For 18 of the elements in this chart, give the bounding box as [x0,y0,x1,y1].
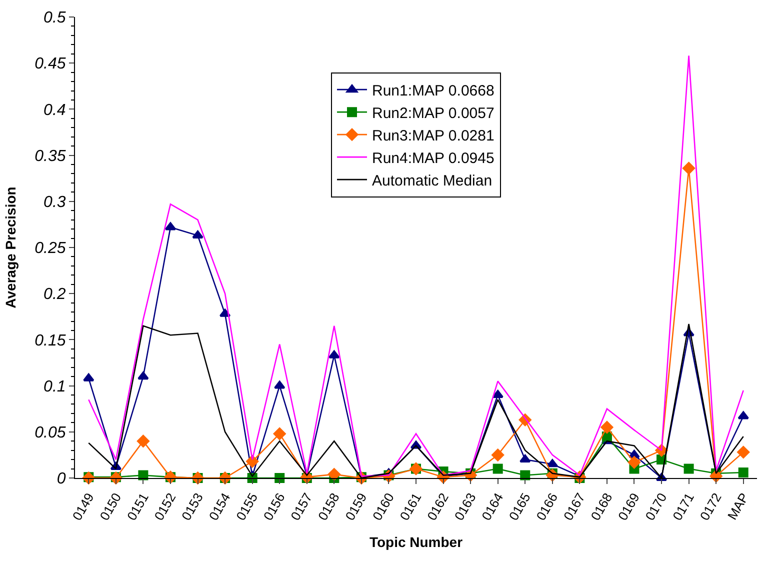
legend-label: Run1:MAP 0.0668 [372,82,494,100]
y-tick-label: 0.35 [34,148,66,165]
y-tick-label: 0.5 [44,10,66,27]
y-tick-label: 0.25 [34,240,66,258]
y-tick-label: 0 [56,470,66,488]
y-tick-label: 0.1 [44,378,66,396]
y-tick-label: 0.45 [34,56,66,73]
y-tick-label: 0.2 [44,286,66,304]
x-axis-title: Topic Number [369,534,464,550]
legend-label: Run3:MAP 0.0281 [372,127,494,144]
y-axis-title: Average Precision [2,186,18,308]
legend-label: Run2:MAP 0.0057 [372,104,494,122]
y-tick-label: 0.15 [34,332,66,350]
y-tick-label: 0.05 [34,424,66,442]
y-tick-label: 0.4 [44,102,66,119]
legend-label: Automatic Median [372,172,492,190]
legend-label: Run4:MAP 0.0945 [372,150,494,167]
y-tick-label: 0.3 [44,194,66,211]
